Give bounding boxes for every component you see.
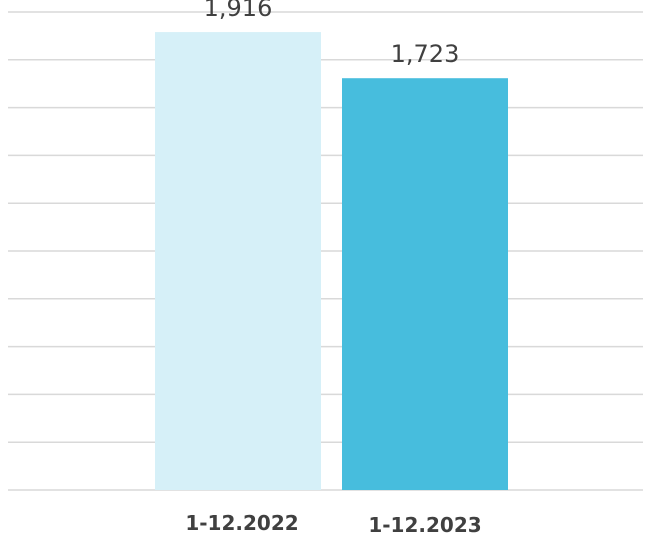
data-label-1: 1,916 [204,0,273,22]
x-tick-label-1: 1-12.2022 [185,511,298,535]
gridlines [8,11,643,491]
bar-2 [342,78,508,490]
category-tick-labels: 1-12.2022 1-12.2023 [185,511,481,537]
bars [155,32,508,491]
bar-1 [155,32,321,491]
data-label-2: 1,723 [391,40,460,68]
x-tick-label-2: 1-12.2023 [368,513,481,537]
value-labels: 1,916 1,723 [204,0,460,68]
